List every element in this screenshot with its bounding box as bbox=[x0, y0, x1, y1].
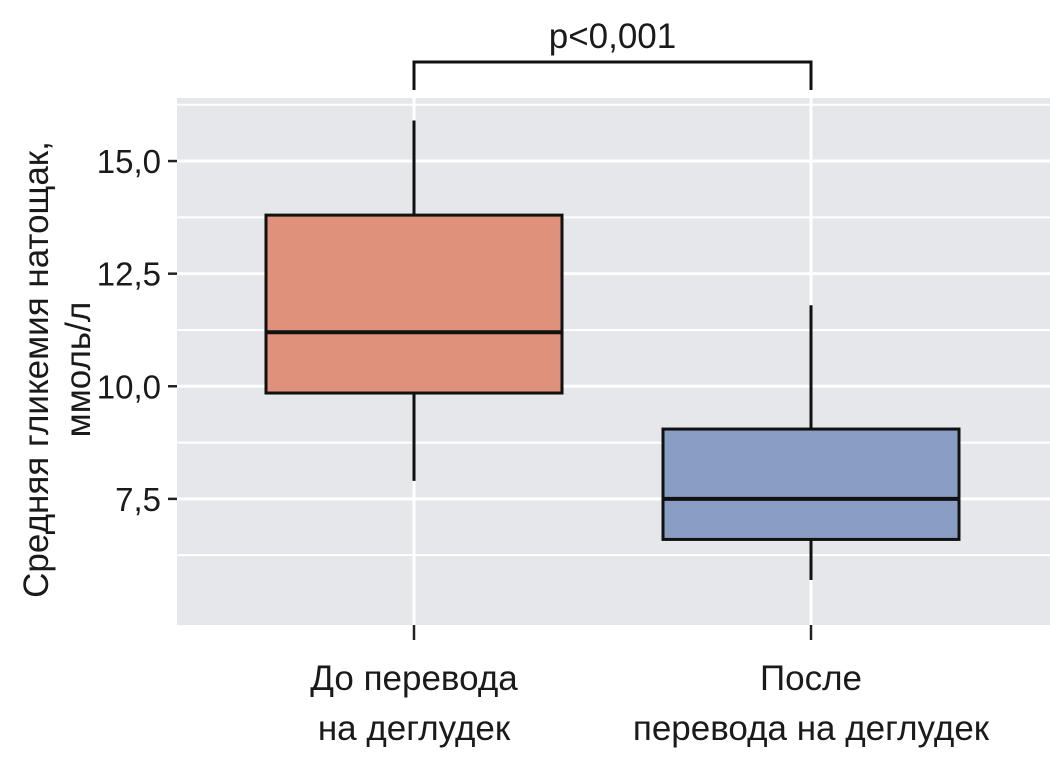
x-category-label-line2: на деглудек bbox=[318, 709, 511, 748]
box-iqr bbox=[264, 213, 564, 395]
x-category-label-line1: До перевода bbox=[310, 659, 518, 698]
box-1 bbox=[264, 120, 564, 481]
significance-bracket bbox=[412, 60, 813, 90]
y-tick-label: 10,0 bbox=[97, 368, 161, 405]
y-tick-label: 7,5 bbox=[115, 481, 161, 518]
y-axis-title-line2: ммоль/л bbox=[59, 302, 98, 438]
significance-label: p<0,001 bbox=[549, 17, 677, 56]
box-2 bbox=[661, 305, 961, 580]
y-tick-label: 15,0 bbox=[97, 143, 161, 180]
y-axis-title-line1: Средняя гликемия натощак, bbox=[17, 141, 56, 598]
y-tick-label: 12,5 bbox=[97, 256, 161, 293]
x-category-label-line1: После bbox=[760, 659, 862, 698]
boxes bbox=[264, 120, 961, 580]
x-category-label-line2: перевода на деглудек bbox=[633, 709, 990, 748]
axes: 7,5 10,0 12,5 15,0 До перевода на деглудек Пос… bbox=[97, 143, 990, 748]
box-iqr bbox=[661, 427, 961, 541]
